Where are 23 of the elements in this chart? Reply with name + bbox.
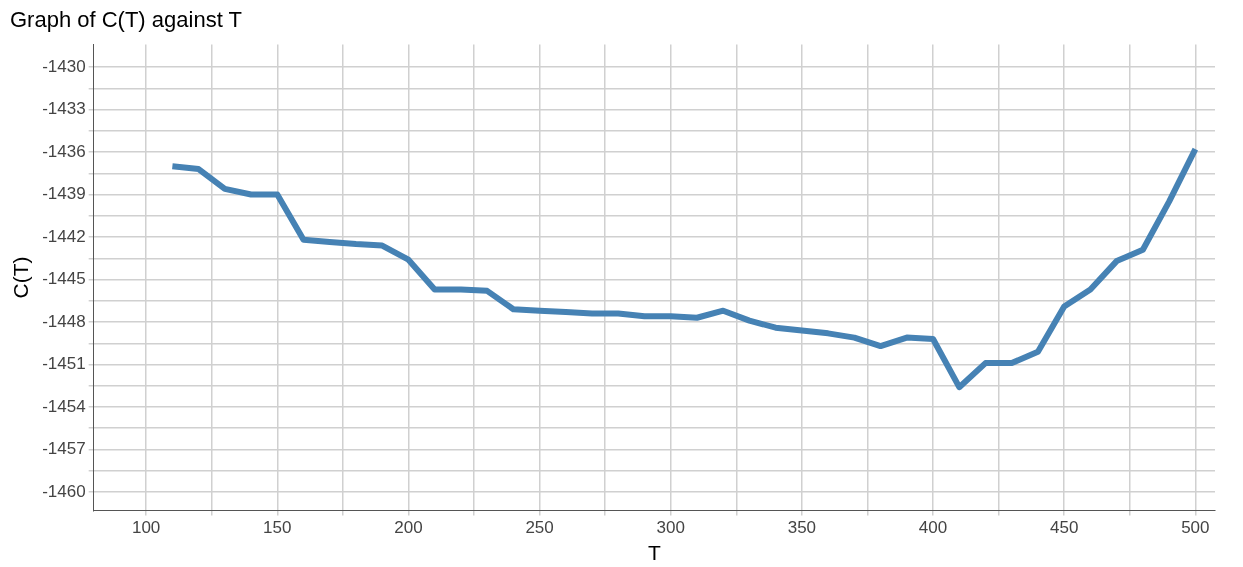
y-tick-label: -1460 — [42, 481, 86, 501]
chart-title: Graph of C(T) against T — [10, 7, 242, 33]
x-tick-label: 250 — [525, 518, 554, 538]
y-tick-label: -1436 — [42, 141, 86, 161]
x-tick-label: 100 — [131, 518, 161, 538]
y-tick-label: -1451 — [42, 354, 86, 374]
x-tick-label: 350 — [787, 518, 817, 538]
y-tick-label: -1445 — [42, 269, 86, 289]
y-tick-label: -1454 — [42, 396, 86, 416]
x-tick-label: 300 — [656, 518, 685, 538]
x-axis-title: T — [647, 541, 661, 565]
y-tick-label: -1433 — [42, 99, 86, 119]
y-tick-label: -1430 — [42, 56, 86, 76]
y-axis-title: C(T) — [9, 256, 33, 299]
x-tick-label: 450 — [1049, 518, 1079, 538]
y-tick-label: -1442 — [42, 226, 86, 246]
x-tick-label: 500 — [1181, 518, 1210, 538]
y-tick-label: -1439 — [42, 184, 86, 204]
x-tick-label: 150 — [263, 518, 292, 538]
x-tick-label: 400 — [918, 518, 948, 538]
y-tick-label: -1457 — [42, 439, 86, 459]
y-tick-label: -1448 — [42, 311, 86, 331]
x-tick-label: 200 — [394, 518, 423, 538]
